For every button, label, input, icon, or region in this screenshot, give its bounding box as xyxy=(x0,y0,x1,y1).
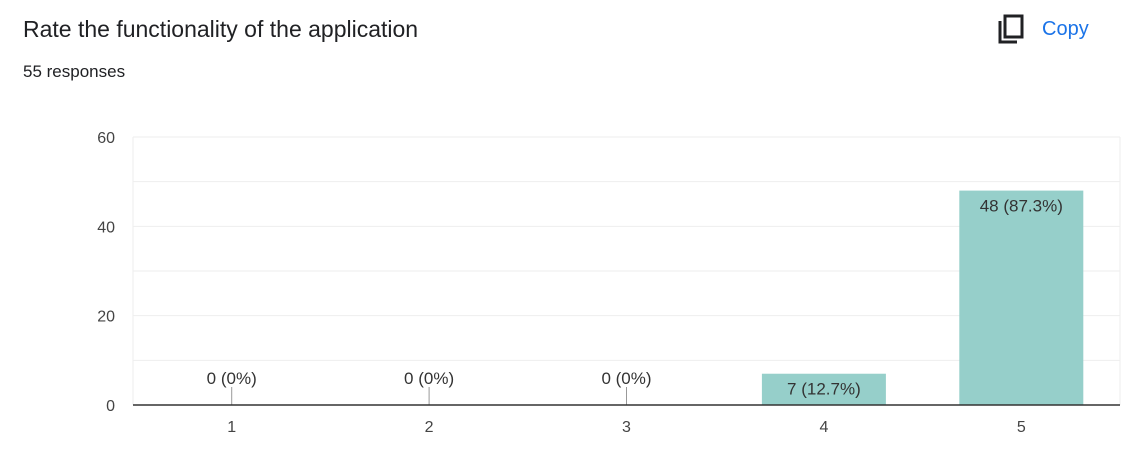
bar xyxy=(761,373,886,405)
x-tick-label: 2 xyxy=(425,419,434,436)
x-tick-label: 4 xyxy=(819,419,828,436)
x-tick-label: 1 xyxy=(227,419,236,436)
y-tick-label: 0 xyxy=(106,398,115,415)
copy-button[interactable]: Copy xyxy=(994,10,1110,48)
bar-data-label: 0 (0%) xyxy=(404,369,454,388)
y-tick-label: 40 xyxy=(97,219,115,236)
bar xyxy=(959,190,1084,405)
bar-data-label: 48 (87.3%) xyxy=(980,197,1063,216)
bar-data-label: 7 (12.7%) xyxy=(787,380,861,399)
y-tick-label: 20 xyxy=(97,309,115,326)
y-tick-label: 60 xyxy=(97,130,115,147)
x-tick-label: 5 xyxy=(1017,419,1026,436)
bar-data-label: 0 (0%) xyxy=(601,369,651,388)
copy-icon xyxy=(994,12,1028,46)
copy-label: Copy xyxy=(1042,17,1089,40)
chart-title: Rate the functionality of the applicatio… xyxy=(23,16,419,42)
x-tick-label: 3 xyxy=(622,419,631,436)
response-count: 55 responses xyxy=(23,62,126,81)
bar-data-label: 0 (0%) xyxy=(207,369,257,388)
